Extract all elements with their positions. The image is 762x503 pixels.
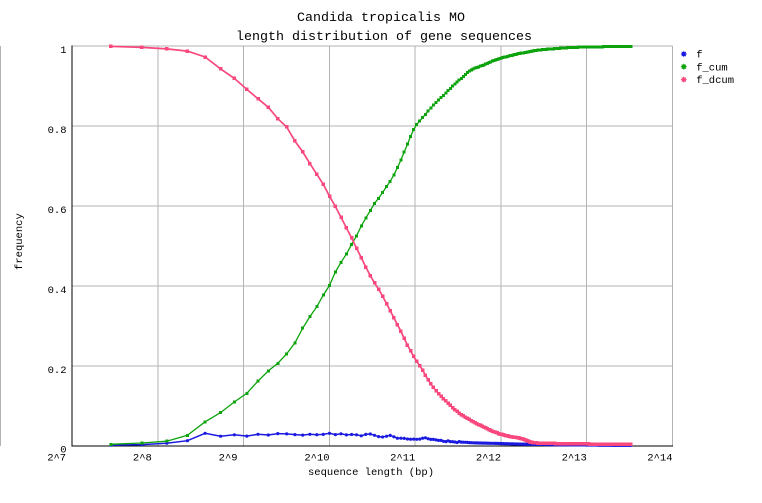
svg-text:2^7: 2^7: [47, 453, 66, 465]
svg-text:length distribution of gene se: length distribution of gene sequences: [236, 30, 532, 45]
svg-text:1: 1: [60, 45, 66, 57]
svg-text:0.4: 0.4: [48, 285, 67, 297]
svg-text:2^11: 2^11: [390, 453, 415, 465]
svg-text:0: 0: [60, 445, 66, 457]
svg-text:0.6: 0.6: [48, 205, 67, 217]
svg-text:0.2: 0.2: [48, 365, 67, 377]
svg-text:f_dcum: f_dcum: [696, 75, 734, 87]
svg-text:f_cum: f_cum: [696, 62, 728, 74]
svg-text:Candida tropicalis MO: Candida tropicalis MO: [297, 11, 465, 26]
svg-text:2^9: 2^9: [219, 453, 238, 465]
svg-text:2^14: 2^14: [647, 453, 672, 465]
svg-text:2^13: 2^13: [562, 453, 587, 465]
svg-text:frequency: frequency: [14, 213, 26, 270]
svg-text:2^8: 2^8: [133, 453, 152, 465]
svg-text:f: f: [696, 50, 702, 62]
svg-text:0.8: 0.8: [48, 125, 67, 137]
svg-text:2^12: 2^12: [476, 453, 501, 465]
svg-text:sequence length (bp): sequence length (bp): [308, 467, 434, 479]
svg-text:2^10: 2^10: [304, 453, 329, 465]
